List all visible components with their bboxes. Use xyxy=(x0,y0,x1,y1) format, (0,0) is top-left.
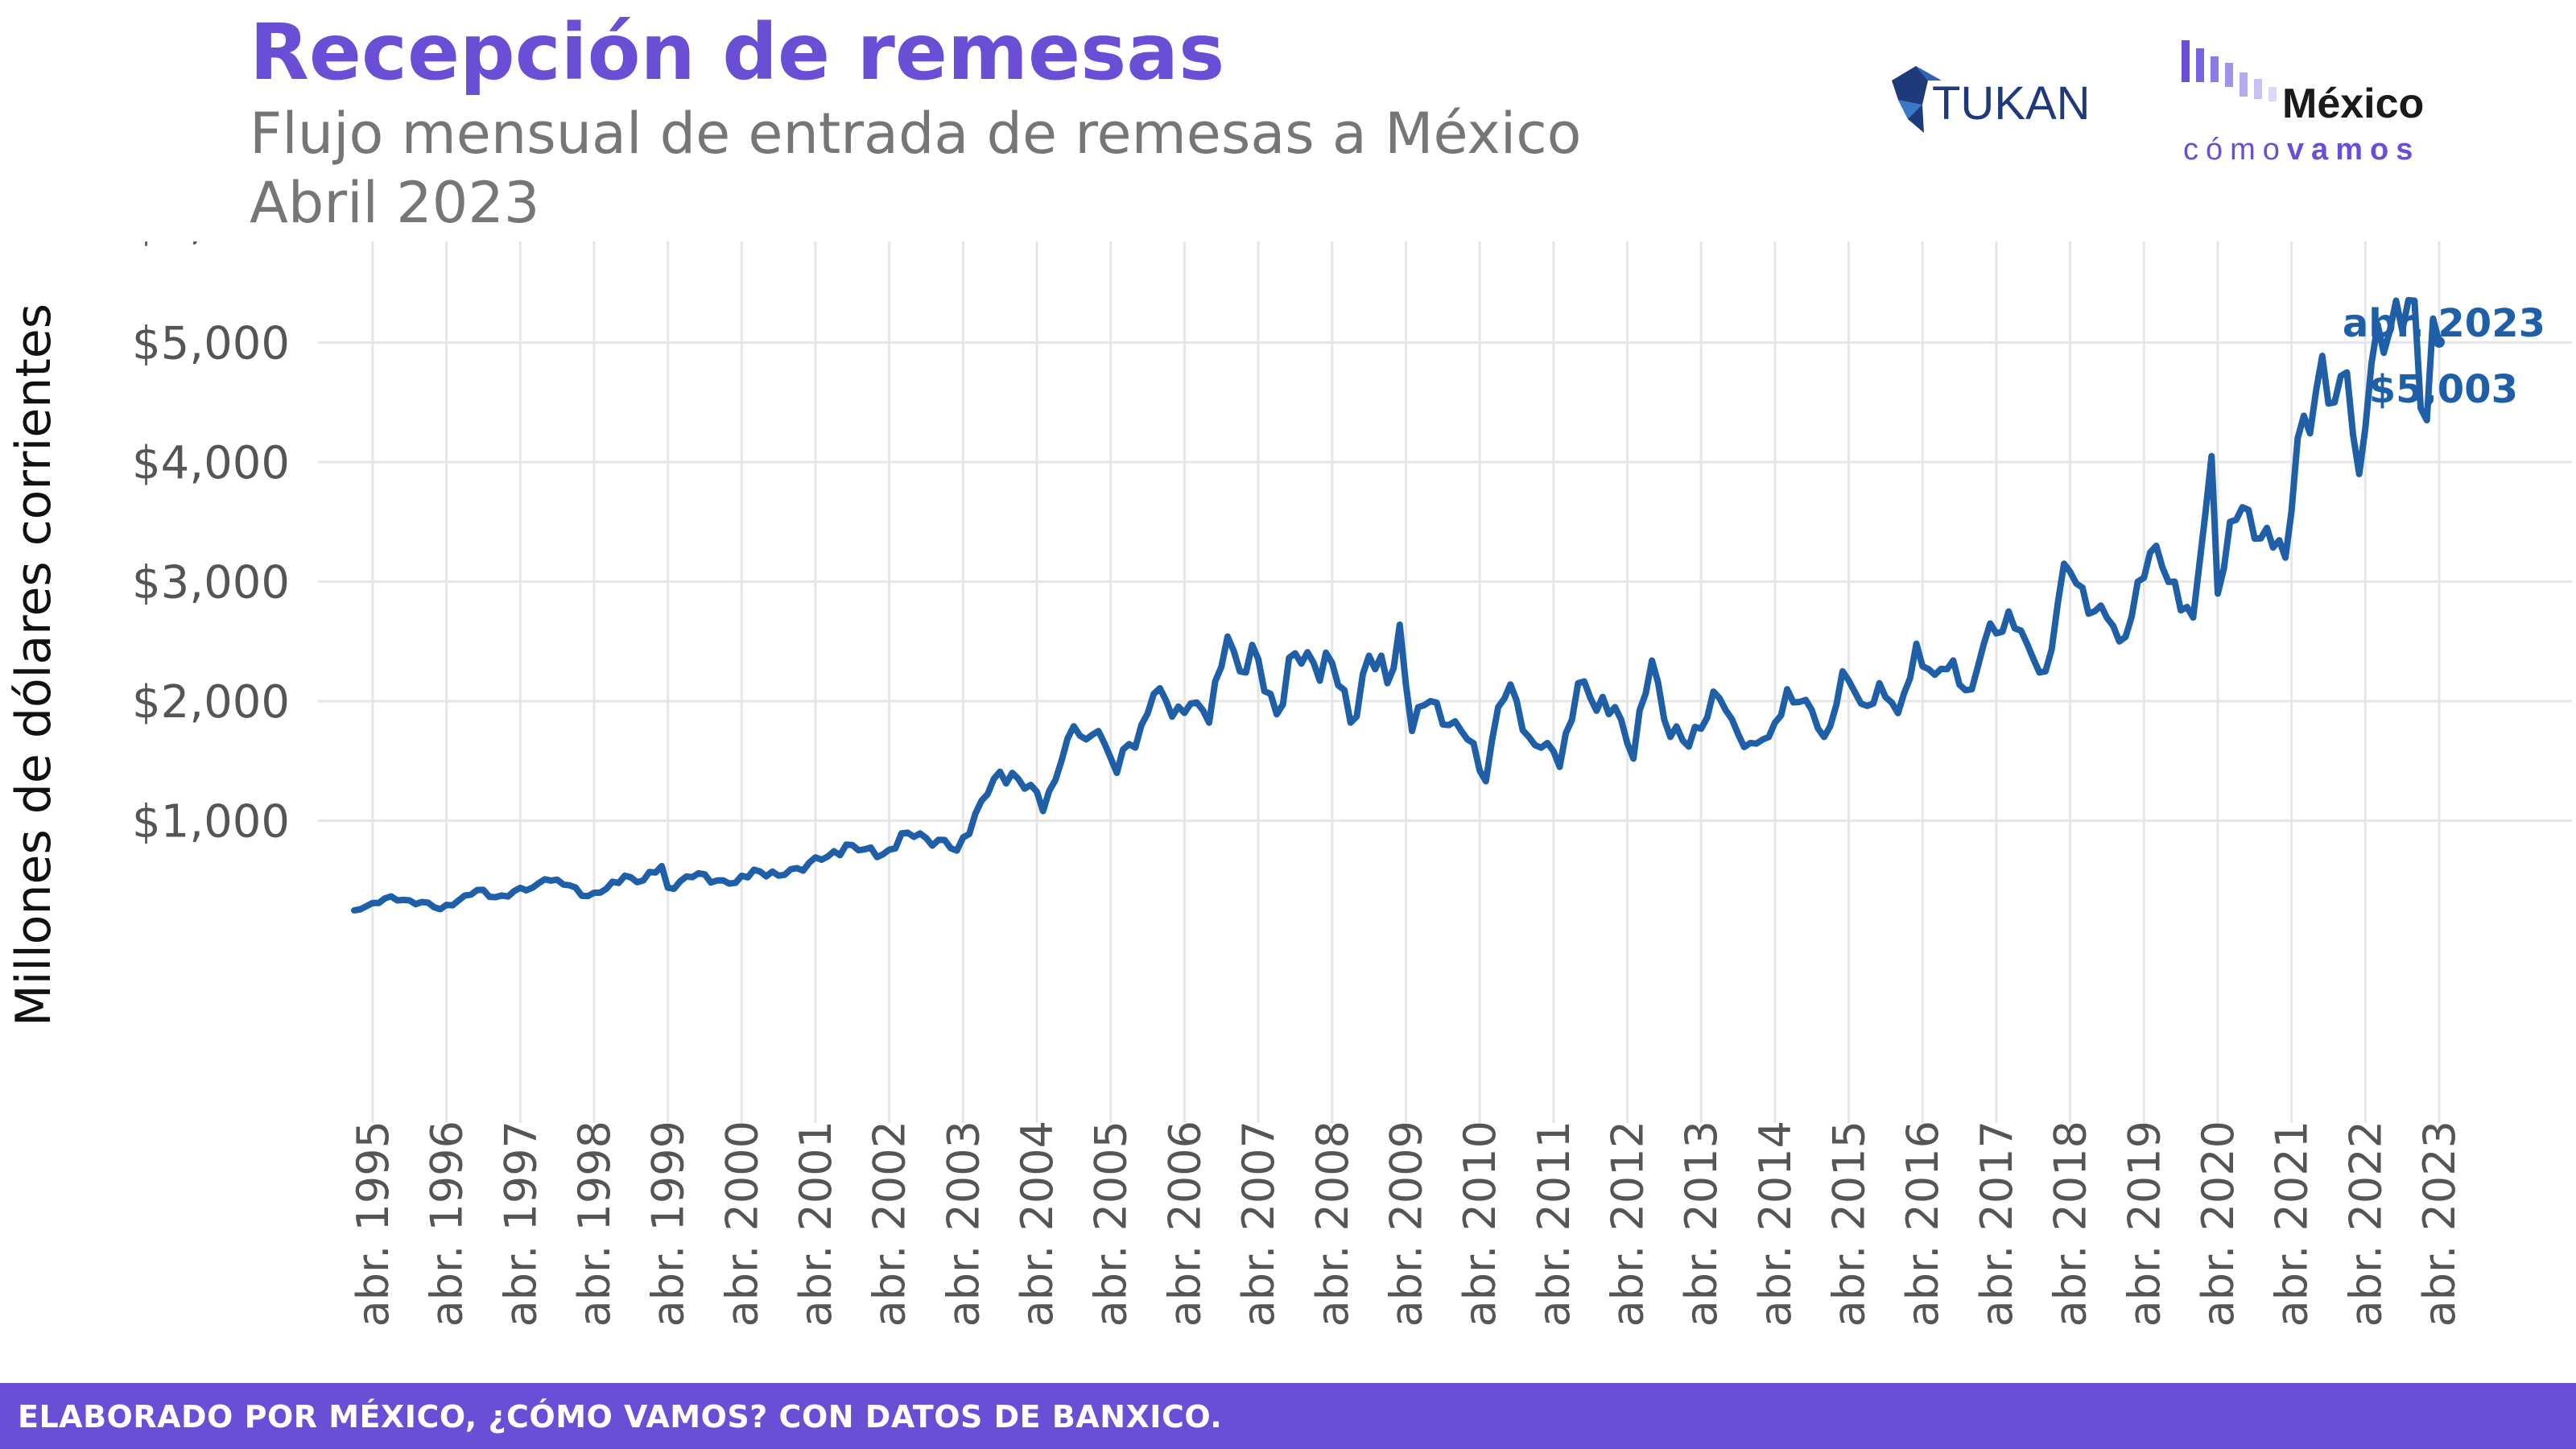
last-point-marker xyxy=(2434,336,2445,349)
x-tick-label: abr. 2015 xyxy=(1824,1121,1875,1327)
toucan-icon xyxy=(1892,66,1942,133)
x-tick-label: abr. 2016 xyxy=(1897,1121,1948,1327)
chart-series xyxy=(351,296,2442,914)
y-tick-label: $4,000 xyxy=(132,437,290,489)
x-tick-label: abr. 2020 xyxy=(2193,1121,2244,1327)
x-tick-label: abr. 1998 xyxy=(569,1121,620,1327)
x-tick-label: abr. 2018 xyxy=(2046,1121,2096,1327)
x-tick-label: abr. 2009 xyxy=(1381,1121,1431,1327)
x-tick-label: abr. 1996 xyxy=(422,1121,473,1327)
x-tick-label: abr. 2003 xyxy=(938,1121,989,1327)
bars-icon xyxy=(2182,40,2277,101)
x-tick-label: abr. 2011 xyxy=(1529,1121,1579,1327)
x-tick-label: abr. 2023 xyxy=(2414,1121,2465,1327)
x-tick-label: abr. 2000 xyxy=(716,1121,767,1327)
x-tick-label: abr. 2012 xyxy=(1603,1121,1653,1327)
x-tick-label: abr. 2004 xyxy=(1012,1121,1063,1327)
tukan-logo-text: TUKAN xyxy=(1932,77,2091,130)
y-axis-label: Millones de dólares corrientes xyxy=(6,303,62,1026)
y-tick-label: $3,000 xyxy=(132,557,290,609)
mexico-logo-text: México xyxy=(2282,80,2424,127)
tukan-logo: TUKAN xyxy=(1892,66,2091,133)
x-tick-label: abr. 2005 xyxy=(1086,1121,1137,1327)
chart-annotation: abr. 2023 $5,003 xyxy=(2343,301,2545,412)
x-tick-label: abr. 1997 xyxy=(495,1121,546,1327)
chart-period: Abril 2023 xyxy=(250,170,540,236)
remittances-line-chart: $1,000 $2,000 $3,000 $4,000 $5,000 $6,000 abr.… xyxy=(6,242,2572,1327)
y-tick-label: $5,000 xyxy=(132,318,290,370)
y-tick-label: $1,000 xyxy=(132,796,290,848)
x-tick-label: abr. 2017 xyxy=(1971,1121,2022,1327)
x-tick-label: abr. 2014 xyxy=(1750,1121,1801,1327)
x-tick-label: abr. 2006 xyxy=(1159,1121,1210,1327)
x-tick-label: abr. 2021 xyxy=(2267,1121,2318,1327)
x-tick-label: abr. 2007 xyxy=(1233,1121,1284,1327)
x-tick-label: abr. 2019 xyxy=(2119,1121,2169,1327)
como-logo-text: cómo xyxy=(2183,133,2287,167)
footer-bar: ELABORADO POR MÉXICO, ¿CÓMO VAMOS? CON D… xyxy=(0,1383,2576,1449)
x-tick-label: abr. 1995 xyxy=(348,1121,398,1327)
x-tick-label: abr. 2022 xyxy=(2340,1121,2391,1327)
vamos-logo-text: vamos xyxy=(2287,133,2420,167)
chart-title: Recepción de remesas xyxy=(250,7,1225,97)
annotation-date-label: abr. 2023 xyxy=(2343,301,2545,346)
chart-gridlines xyxy=(318,242,2572,1123)
mexico-como-vamos-logo: México cómovamos xyxy=(2182,40,2424,167)
x-tick-label: abr. 2002 xyxy=(865,1121,915,1327)
como-vamos-logo-text: cómovamos xyxy=(2183,133,2420,167)
x-tick-label: abr. 1999 xyxy=(643,1121,694,1327)
x-tick-label: abr. 2013 xyxy=(1676,1121,1727,1327)
x-tick-label: abr. 2010 xyxy=(1455,1121,1505,1327)
source-note: ELABORADO POR MÉXICO, ¿CÓMO VAMOS? CON D… xyxy=(18,1399,1223,1435)
x-tick-label: abr. 2001 xyxy=(791,1121,841,1327)
y-tick-label: $2,000 xyxy=(132,676,290,729)
y-tick-label: $6,000 xyxy=(132,242,290,250)
chart-axes: $1,000 $2,000 $3,000 $4,000 $5,000 $6,000 abr.… xyxy=(132,242,2465,1327)
annotation-value-label: $5,003 xyxy=(2369,367,2518,412)
remittances-series-line xyxy=(351,296,2442,914)
chart-subtitle: Flujo mensual de entrada de remesas a Mé… xyxy=(250,101,1582,167)
x-tick-label: abr. 2008 xyxy=(1307,1121,1358,1327)
